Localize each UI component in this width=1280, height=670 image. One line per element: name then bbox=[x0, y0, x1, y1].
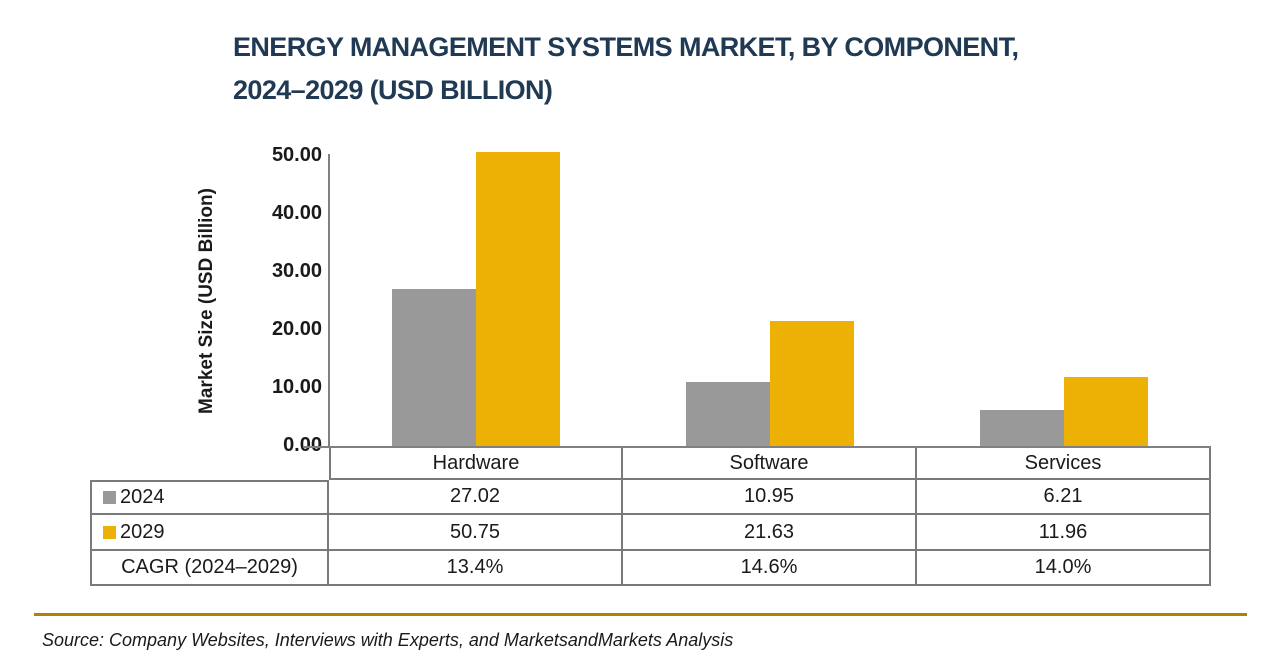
value-2024-software: 10.95 bbox=[623, 480, 917, 515]
y-tick-label-30.00: 30.00 bbox=[271, 260, 322, 282]
bar-2024-software bbox=[686, 382, 770, 446]
data-table: Hardware Software Services 2024 27.02 10.95 6.… bbox=[90, 448, 1211, 586]
table-corner-blank bbox=[90, 448, 329, 480]
legend-cell-2024: 2024 bbox=[90, 480, 329, 515]
legend-label-2024: 2024 bbox=[120, 486, 165, 508]
legend-swatch-2029 bbox=[103, 525, 116, 539]
cagr-value-services: 14.0% bbox=[917, 551, 1211, 586]
bar-2029-software bbox=[770, 321, 854, 446]
gold-divider-line bbox=[34, 613, 1247, 616]
y-tick-label-50.00: 50.00 bbox=[271, 144, 322, 166]
chart-title-line1: ENERGY MANAGEMENT SYSTEMS MARKET, BY COM… bbox=[233, 32, 1019, 62]
column-header-hardware: Hardware bbox=[329, 448, 623, 480]
y-tick-label-20.00: 20.00 bbox=[271, 318, 322, 340]
value-2029-hardware: 50.75 bbox=[329, 515, 623, 551]
y-tick-label-40.00: 40.00 bbox=[271, 202, 322, 224]
chart-title: ENERGY MANAGEMENT SYSTEMS MARKET, BY COM… bbox=[233, 26, 1093, 112]
bar-2029-hardware bbox=[476, 152, 560, 446]
value-2024-services: 6.21 bbox=[917, 480, 1211, 515]
source-note: Source: Company Websites, Interviews wit… bbox=[42, 630, 734, 650]
bar-2024-services bbox=[980, 410, 1064, 446]
cagr-value-software: 14.6% bbox=[623, 551, 917, 586]
legend-cell-2029: 2029 bbox=[90, 515, 329, 551]
y-axis-title: Market Size (USD Billion) bbox=[196, 188, 217, 414]
column-header-software: Software bbox=[623, 448, 917, 480]
value-2029-software: 21.63 bbox=[623, 515, 917, 551]
bar-2029-services bbox=[1064, 377, 1148, 446]
legend-label-2029: 2029 bbox=[120, 520, 165, 543]
bar-2024-hardware bbox=[392, 289, 476, 446]
column-header-services: Services bbox=[917, 448, 1211, 480]
chart-title-line2: 2024–2029 (USD BILLION) bbox=[233, 75, 553, 105]
legend-swatch-2024 bbox=[103, 491, 116, 504]
value-2024-hardware: 27.02 bbox=[329, 480, 623, 515]
y-tick-label-10.00: 10.00 bbox=[271, 376, 322, 398]
value-2029-services: 11.96 bbox=[917, 515, 1211, 551]
x-axis-line bbox=[303, 446, 1211, 448]
cagr-value-hardware: 13.4% bbox=[329, 551, 623, 586]
y-tick-label-0.00: 0.00 bbox=[283, 434, 322, 456]
y-axis-line bbox=[328, 154, 330, 446]
cagr-row-label: CAGR (2024–2029) bbox=[90, 551, 329, 586]
